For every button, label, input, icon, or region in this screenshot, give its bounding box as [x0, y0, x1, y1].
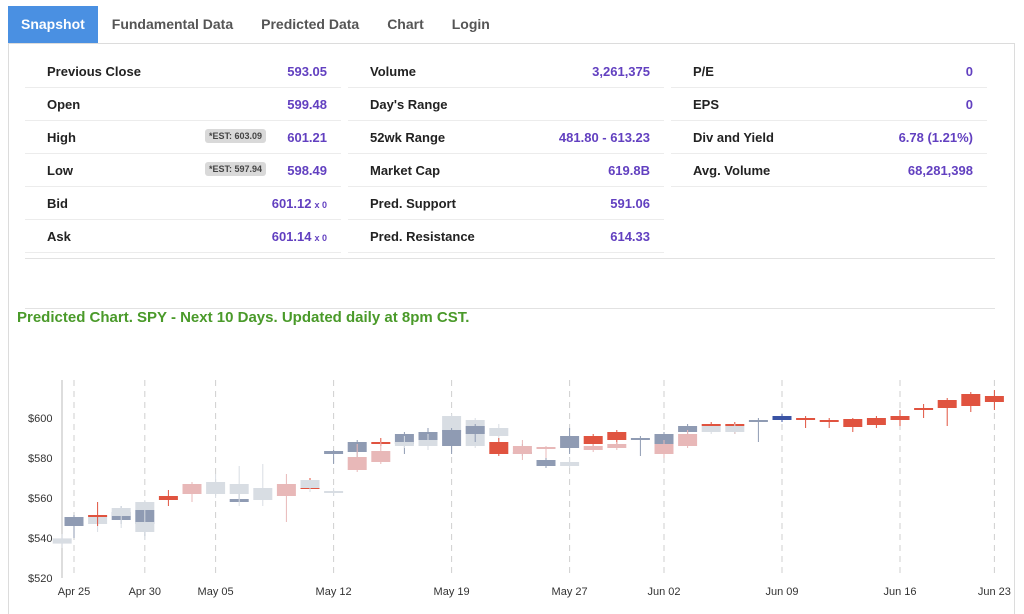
stat-label: Day's Range: [370, 97, 448, 112]
stat-value: 598.49: [287, 163, 327, 178]
tab-bar: Snapshot Fundamental Data Predicted Data Ch…: [8, 6, 504, 43]
stat-value-text: 619.8B: [608, 163, 650, 178]
stat-label: Low: [47, 163, 73, 178]
stat-value-text: 591.06: [610, 196, 650, 211]
stat-value-text: 6.78 (1.21%): [898, 130, 973, 145]
stat-value-text: 481.80 - 613.23: [558, 130, 650, 145]
stat-size-suffix: x 0: [314, 233, 327, 243]
stat-value: 0: [966, 64, 973, 79]
stat-row: High *EST: 603.09 601.21: [25, 121, 341, 154]
stat-row: Low *EST: 597.94 598.49: [25, 154, 341, 187]
stat-label: Volume: [370, 64, 416, 79]
stat-row: Bid 601.12 x 0: [25, 187, 341, 220]
stat-row: Pred. Support 591.06: [348, 187, 664, 220]
tab-fundamental-data[interactable]: Fundamental Data: [111, 16, 234, 32]
stat-value-text: 0: [965, 97, 973, 112]
tab-snapshot[interactable]: Snapshot: [8, 6, 98, 43]
stat-value: 3,261,375: [592, 64, 650, 79]
stat-row: Pred. Resistance 614.33: [348, 220, 664, 253]
stat-label: Ask: [47, 229, 71, 244]
snapshot-column-2: Volume 3,261,375 Day's Range 52wk Range 481.…: [348, 55, 664, 253]
stat-value: 619.8B: [608, 163, 650, 178]
stat-value: 68,281,398: [908, 163, 973, 178]
estimate-badge: *EST: 597.94: [205, 162, 267, 176]
stat-value: 591.06: [610, 196, 650, 211]
stat-value-text: 601.21: [287, 130, 327, 145]
stat-label: Market Cap: [370, 163, 441, 178]
stat-value: 601.12 x 0: [272, 196, 327, 211]
tab-chart[interactable]: Chart: [387, 16, 424, 32]
tab-predicted-data[interactable]: Predicted Data: [261, 16, 360, 32]
stat-label: Pred. Resistance: [370, 229, 475, 244]
stat-label: 52wk Range: [370, 130, 446, 145]
stat-label: P/E: [693, 64, 714, 79]
stat-label: EPS: [693, 97, 720, 112]
stat-value-text: 601.14: [271, 229, 312, 244]
divider: [25, 308, 995, 309]
stat-row: Previous Close 593.05: [25, 55, 341, 88]
stat-value: 601.21: [287, 130, 327, 145]
stat-value-text: 601.12: [271, 196, 312, 211]
stat-row: P/E 0: [671, 55, 987, 88]
stat-row: Ask 601.14 x 0: [25, 220, 341, 253]
stat-value: 599.48: [287, 97, 327, 112]
stat-value-text: 593.05: [287, 64, 327, 79]
snapshot-column-1: Previous Close 593.05 Open 599.48 High *EST: …: [25, 55, 341, 253]
stat-row: Volume 3,261,375: [348, 55, 664, 88]
stat-value-text: 68,281,398: [907, 163, 973, 178]
stat-label: High: [47, 130, 76, 145]
stat-value: 593.05: [287, 64, 327, 79]
stat-value: 6.78 (1.21%): [899, 130, 973, 145]
stat-value-text: 3,261,375: [592, 64, 650, 79]
stat-size-suffix: x 0: [314, 200, 327, 210]
stat-label: Open: [47, 97, 81, 112]
stat-row: Div and Yield 6.78 (1.21%): [671, 121, 987, 154]
stat-row: EPS 0: [671, 88, 987, 121]
stat-row: Avg. Volume 68,281,398: [671, 154, 987, 187]
snapshot-column-3: P/E 0 EPS 0 Div and Yield 6.78 (1.21%) Avg. Vo…: [671, 55, 987, 187]
stat-label: Pred. Support: [370, 196, 456, 211]
stat-label: Avg. Volume: [693, 163, 771, 178]
stat-label: Previous Close: [47, 64, 141, 79]
stat-value: 601.14 x 0: [272, 229, 327, 244]
stat-value-text: 614.33: [610, 229, 650, 244]
stat-value: 0: [966, 97, 973, 112]
snapshot-panel: Previous Close 593.05 Open 599.48 High *EST: …: [8, 43, 1015, 614]
chart-title: Predicted Chart. SPY - Next 10 Days. Upd…: [17, 309, 470, 326]
stat-label: Div and Yield: [693, 130, 774, 145]
stat-value-text: 599.48: [287, 97, 327, 112]
stat-row: Open 599.48: [25, 88, 341, 121]
stat-row: Day's Range: [348, 88, 664, 121]
stat-value: 614.33: [610, 229, 650, 244]
stat-row: 52wk Range 481.80 - 613.23: [348, 121, 664, 154]
estimate-badge: *EST: 603.09: [205, 129, 267, 143]
divider: [25, 258, 995, 259]
stat-label: Bid: [47, 196, 68, 211]
stat-value: 481.80 - 613.23: [559, 130, 650, 145]
tab-login[interactable]: Login: [451, 16, 490, 32]
stat-value-text: 598.49: [287, 163, 327, 178]
stat-value-text: 0: [965, 64, 973, 79]
stat-row: Market Cap 619.8B: [348, 154, 664, 187]
